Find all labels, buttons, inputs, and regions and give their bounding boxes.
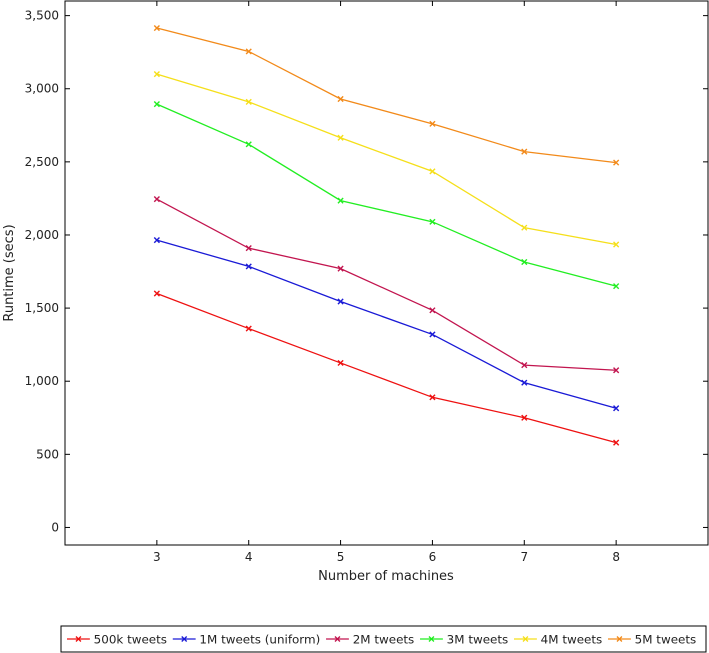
x-tick-label: 8 xyxy=(612,550,620,564)
legend-item-3: 3M tweets xyxy=(420,632,508,646)
series-2 xyxy=(153,196,620,374)
data-point xyxy=(245,263,252,270)
series-layer xyxy=(153,24,620,446)
series-line xyxy=(156,103,617,287)
data-point xyxy=(521,224,528,231)
data-point xyxy=(245,48,252,55)
data-point xyxy=(337,95,344,103)
data-point xyxy=(521,379,528,386)
legend-label: 3M tweets xyxy=(447,632,509,646)
legend-marker xyxy=(75,636,82,642)
legend-label: 1M tweets (uniform) xyxy=(199,632,320,646)
data-point xyxy=(245,141,252,148)
legend-marker xyxy=(181,636,188,642)
data-point xyxy=(153,101,160,108)
legend-marker xyxy=(428,636,435,642)
data-point xyxy=(153,237,160,244)
x-tick-label: 5 xyxy=(337,550,345,564)
legend-label: 500k tweets xyxy=(94,632,167,646)
data-point xyxy=(429,120,436,127)
series-5 xyxy=(153,24,620,166)
data-point xyxy=(521,258,528,266)
legend-marker xyxy=(616,636,623,642)
series-line xyxy=(156,73,617,246)
data-point xyxy=(429,394,436,401)
legend-item-4: 4M tweets xyxy=(514,632,602,646)
x-axis-title: Number of machines xyxy=(318,569,454,584)
series-line xyxy=(156,292,617,444)
series-3 xyxy=(153,101,620,290)
y-tick-label: 1,000 xyxy=(25,374,59,388)
data-point xyxy=(613,159,620,166)
x-tick-label: 4 xyxy=(245,550,253,564)
series-line xyxy=(156,27,617,164)
legend-box xyxy=(60,625,707,653)
legend-label: 4M tweets xyxy=(541,632,603,646)
data-point xyxy=(429,168,436,175)
legend-item-1: 1M tweets (uniform) xyxy=(172,632,320,646)
y-axis: 0 500 1,000 1,500 2,000 2,500 3,000 3,500 xyxy=(25,9,708,534)
series-line xyxy=(156,239,617,409)
series-1 xyxy=(153,237,620,412)
y-tick-label: 2,000 xyxy=(25,228,59,242)
legend-item-5: 5M tweets xyxy=(608,632,696,646)
x-tick-label: 7 xyxy=(520,550,528,564)
y-tick-label: 3,000 xyxy=(25,82,59,96)
y-axis-title: Runtime (secs) xyxy=(2,224,17,321)
data-point xyxy=(429,307,436,314)
y-tick-label: 3,500 xyxy=(25,9,59,23)
data-point xyxy=(337,197,344,204)
legend-item-2: 2M tweets xyxy=(326,632,414,646)
x-axis: 3 4 5 6 7 8 xyxy=(153,1,620,564)
data-point xyxy=(613,367,620,374)
data-point xyxy=(429,331,436,338)
data-point xyxy=(153,24,160,32)
legend-label: 2M tweets xyxy=(353,632,415,646)
y-tick-label: 2,500 xyxy=(25,155,59,169)
data-point xyxy=(245,245,252,252)
legend-marker xyxy=(334,636,341,642)
data-point xyxy=(429,218,436,225)
data-point xyxy=(153,196,160,203)
data-point xyxy=(245,98,252,105)
series-0 xyxy=(153,290,620,446)
data-point xyxy=(153,71,160,78)
data-point xyxy=(521,414,528,421)
data-point xyxy=(613,439,620,446)
x-tick-label: 3 xyxy=(153,550,161,564)
data-point xyxy=(245,325,252,332)
data-point xyxy=(613,405,620,412)
data-point xyxy=(337,359,344,367)
data-point xyxy=(521,362,528,369)
plot-frame xyxy=(64,0,709,546)
y-tick-label: 0 xyxy=(51,520,59,534)
series-line xyxy=(156,198,617,371)
series-4 xyxy=(153,71,620,248)
legend-label: 5M tweets xyxy=(635,632,697,646)
y-tick-label: 1,500 xyxy=(25,301,59,315)
data-point xyxy=(337,134,344,141)
data-point xyxy=(153,290,160,297)
data-point xyxy=(613,283,620,290)
legend-item-0: 500k tweets xyxy=(67,632,167,646)
data-point xyxy=(521,148,528,155)
y-tick-label: 500 xyxy=(36,447,59,461)
data-point xyxy=(337,265,344,272)
x-tick-label: 6 xyxy=(429,550,437,564)
legend-marker xyxy=(522,636,529,642)
legend: 500k tweets 1M tweets (uniform) 2M tweets 3… xyxy=(60,625,707,653)
data-point xyxy=(613,241,620,248)
legend-items: 500k tweets 1M tweets (uniform) 2M tweets 3… xyxy=(67,632,696,646)
data-point xyxy=(337,298,344,305)
